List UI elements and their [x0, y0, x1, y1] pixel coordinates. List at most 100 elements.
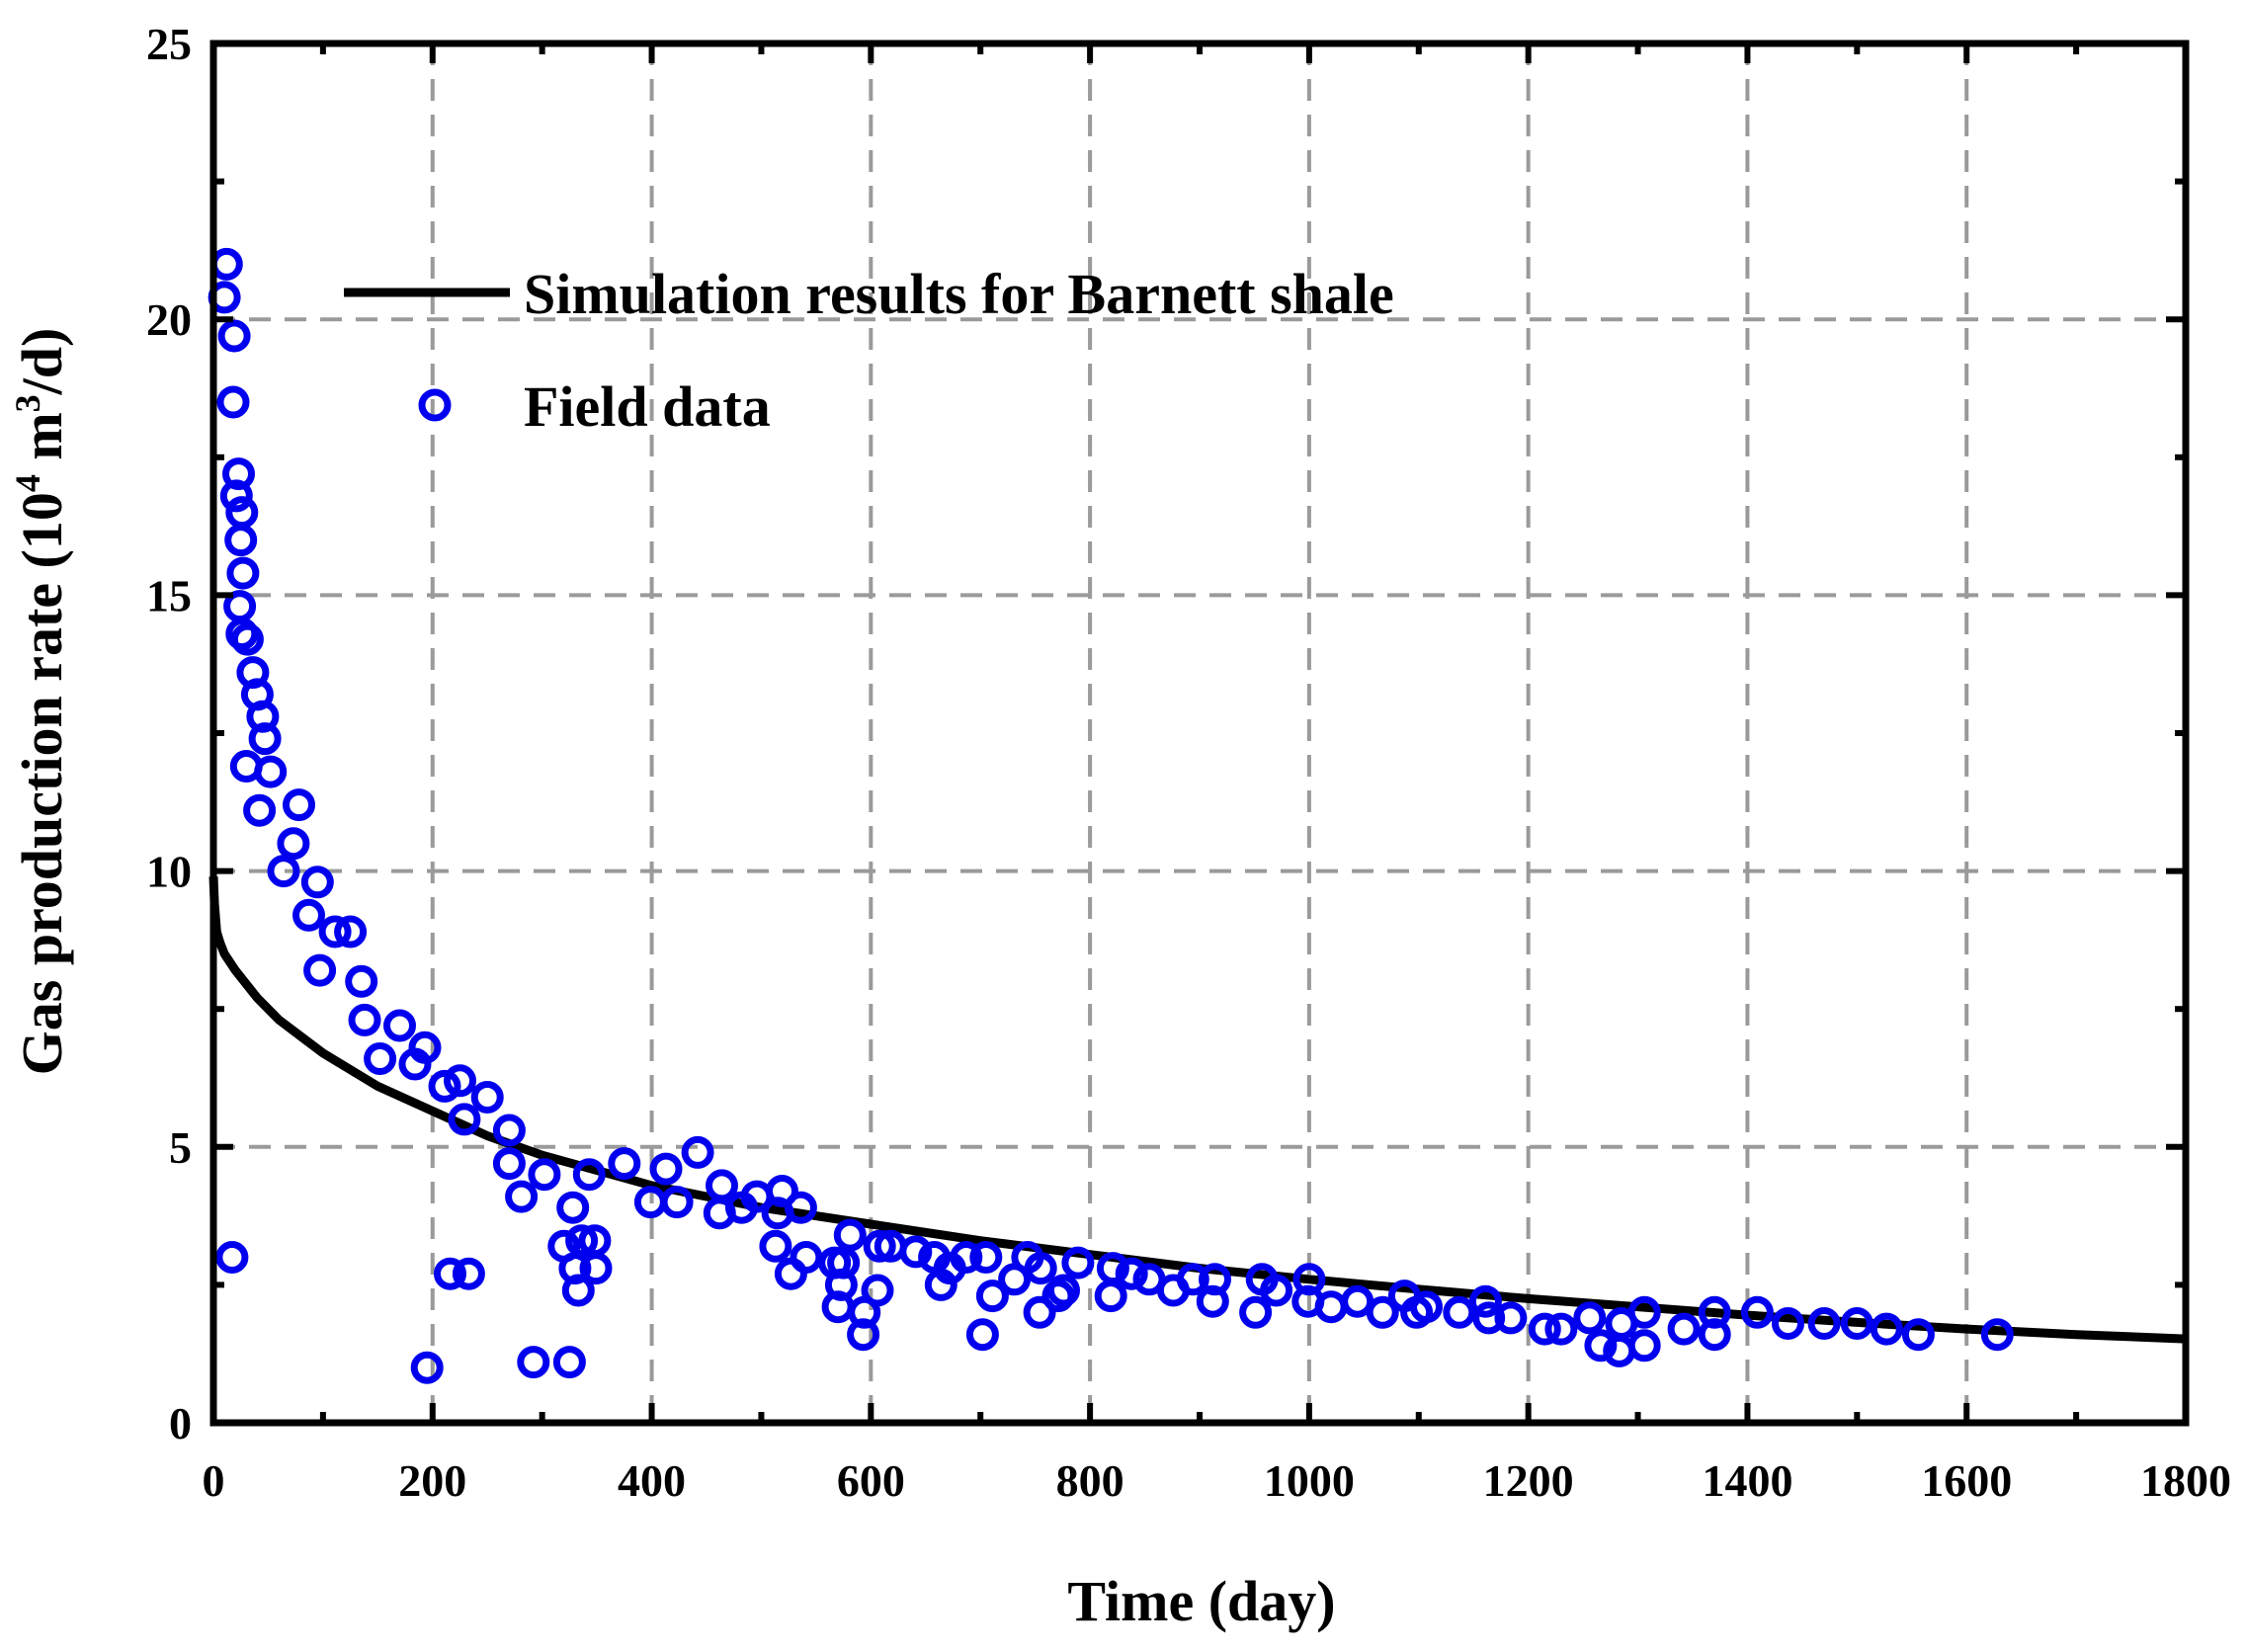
legend: Simulation results for Barnett shale Fie… — [344, 262, 1394, 439]
field-data-point — [1740, 1295, 1774, 1329]
field-data-point — [292, 898, 325, 932]
field-data-point — [1901, 1318, 1935, 1352]
field-data-point — [1047, 1274, 1080, 1307]
field-data-point — [428, 1069, 461, 1103]
x-tick-label: 1800 — [2140, 1455, 2231, 1506]
field-data-point — [1024, 1252, 1057, 1285]
field-data-point — [1094, 1280, 1127, 1313]
field-data-point — [1260, 1274, 1293, 1307]
y-tick-label: 20 — [146, 294, 192, 345]
field-data-point — [243, 793, 277, 827]
field-data-point — [660, 1186, 694, 1219]
field-data-point — [681, 1135, 714, 1169]
field-data-point — [1472, 1301, 1506, 1335]
field-data-point — [975, 1280, 1009, 1313]
field-data-point — [1870, 1312, 1903, 1346]
y-axis-title-main: Gas production rate (10 — [10, 492, 74, 1075]
field-data-point — [254, 755, 288, 788]
field-data-point — [1292, 1263, 1326, 1296]
field-data-point — [1627, 1295, 1661, 1329]
field-data-point — [225, 496, 259, 530]
field-data-point — [1196, 1284, 1229, 1318]
field-data-point — [1584, 1329, 1618, 1363]
field-data-point — [517, 1346, 550, 1379]
field-data-point — [608, 1147, 641, 1181]
legend-label-field-data: Field data — [524, 374, 771, 439]
field-data-point — [334, 915, 368, 949]
x-axis-title: Time (day) — [1067, 1569, 1335, 1633]
field-data-point — [706, 1169, 738, 1202]
field-data-point — [1443, 1295, 1476, 1329]
field-data-point — [847, 1318, 880, 1352]
field-data-point — [217, 319, 251, 353]
field-data-point — [774, 1257, 807, 1290]
field-data-point — [572, 1158, 606, 1192]
field-data-point — [300, 866, 334, 899]
field-data-point — [1840, 1307, 1873, 1340]
field-data-point — [861, 1274, 894, 1307]
legend-label-simulation: Simulation results for Barnett shale — [524, 262, 1394, 326]
field-data-point — [219, 479, 253, 513]
field-data-point — [215, 1241, 249, 1274]
x-tick-label: 1000 — [1264, 1455, 1355, 1506]
field-data-point — [899, 1235, 933, 1269]
x-tick-label: 1600 — [1921, 1455, 2012, 1506]
field-data-point — [434, 1257, 466, 1290]
x-tick-labels: 0 200 400 600 800 1000 1200 1400 1600 1800 — [203, 1455, 2232, 1506]
field-data-point — [1667, 1312, 1701, 1346]
field-data-point — [216, 385, 250, 419]
field-data-point — [1041, 1280, 1075, 1313]
y-axis-title-end: /d) — [10, 328, 74, 396]
field-data-point — [283, 788, 315, 822]
field-data-point — [1980, 1318, 2014, 1352]
y-tick-label: 5 — [169, 1122, 192, 1173]
grid-lines — [213, 43, 2186, 1423]
x-tick-label: 800 — [1056, 1455, 1124, 1506]
field-data-point — [248, 722, 282, 756]
field-data-point — [505, 1180, 539, 1213]
field-data-point — [209, 247, 243, 281]
field-data-point — [1494, 1301, 1528, 1335]
field-data-point — [1627, 1329, 1661, 1363]
field-data-point — [303, 953, 337, 987]
x-tick-label: 200 — [398, 1455, 466, 1506]
field-data-point — [364, 1042, 397, 1075]
field-data-point — [552, 1346, 586, 1379]
field-data-point — [277, 827, 310, 861]
field-data-point — [1176, 1263, 1209, 1296]
x-tick-label: 1200 — [1483, 1455, 1574, 1506]
field-data-point — [224, 524, 258, 557]
field-data-point — [561, 1274, 595, 1307]
field-data-point — [1061, 1246, 1095, 1280]
field-data-point — [1698, 1318, 1731, 1352]
field-data-point — [759, 1229, 792, 1263]
y-tick-label: 25 — [146, 19, 192, 69]
field-data-point — [383, 1009, 416, 1042]
field-data-point — [318, 915, 352, 949]
field-data-point — [1400, 1295, 1434, 1329]
x-tick-label: 600 — [837, 1455, 905, 1506]
y-axis-title-sup2: 3 — [8, 394, 47, 412]
field-data-point — [649, 1152, 683, 1186]
x-tick-label: 400 — [618, 1455, 686, 1506]
field-data-point — [225, 618, 259, 650]
field-data-point — [556, 1191, 590, 1224]
field-data-point — [1807, 1307, 1841, 1340]
field-data-point — [1468, 1284, 1502, 1318]
y-tick-label: 0 — [169, 1398, 192, 1448]
field-data-point — [1023, 1295, 1056, 1329]
field-data-point — [444, 1064, 476, 1098]
field-data-point — [267, 855, 300, 888]
field-data-point — [348, 1003, 381, 1036]
field-data-point — [1544, 1312, 1578, 1346]
field-data-point — [452, 1257, 485, 1290]
field-data-point — [1573, 1301, 1607, 1335]
field-data-point — [230, 622, 264, 656]
y-axis-title-mid: m — [10, 412, 74, 474]
field-data-point — [863, 1229, 896, 1263]
field-data-point — [492, 1147, 526, 1181]
field-data-point — [1772, 1307, 1804, 1340]
y-tick-label: 10 — [146, 847, 192, 897]
legend-marker-swatch — [418, 388, 452, 422]
field-data-point — [1115, 1257, 1148, 1290]
